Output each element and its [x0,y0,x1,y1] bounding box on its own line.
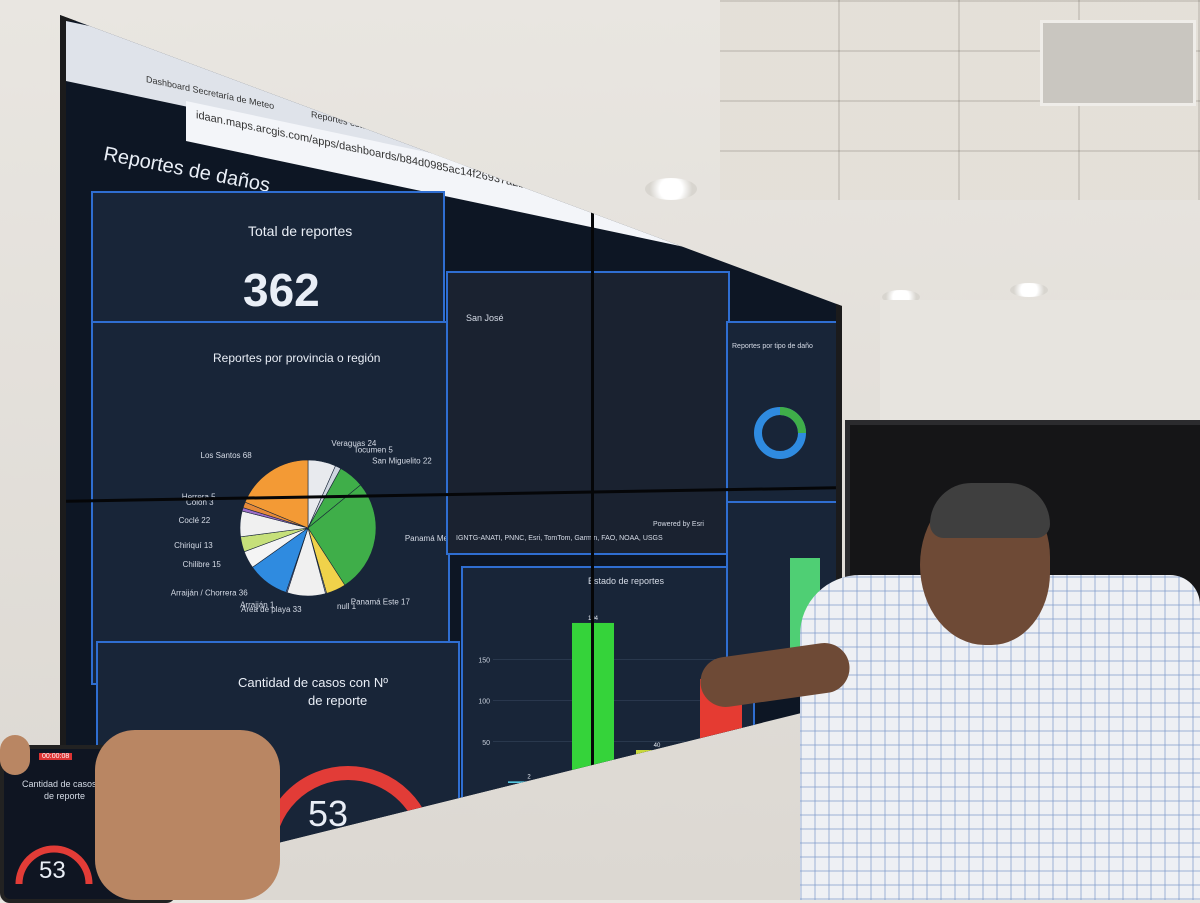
pie-label: Arraiján / Chorrera 36 [171,588,248,597]
y-tick-label: 100 [478,699,490,706]
ceiling-light [645,178,697,200]
gauge-title: Cantidad de casos con Nº [238,675,389,690]
province-title: Reportes por provincia o región [213,351,381,365]
gauge-value: 53 [308,793,349,834]
pie-label: Chiriquí 13 [174,541,213,550]
phone-timer: 00:00:08 [39,753,73,760]
status-bar[interactable] [636,750,678,783]
pie-label: Arraiján 1 [240,601,275,610]
type-panel: Reportes por tipo de daño [726,321,836,505]
air-vent [1040,20,1196,106]
phone-gauge-arc [15,845,93,885]
screen-bezel [591,21,594,891]
pie-label: Veraguas 24 [331,439,376,448]
x-category-label: Atendido [581,789,605,795]
phone-value: 53 [39,857,66,884]
hand [95,730,280,900]
pie-label: Coclé 22 [179,516,211,525]
pie-slice[interactable] [307,484,377,586]
map-label: San José [466,313,504,323]
gauge-title-line2: de reporte [308,693,368,708]
pie-label: Colón 3 [186,498,214,507]
type-donut-chart [754,407,806,459]
pie-label: San Miguelito 22 [372,456,432,465]
person-hair [930,483,1050,538]
province-panel: Reportes por provincia o región Veraguas… [91,321,450,685]
y-tick-label: 150 [478,657,490,664]
phone-title-line2: de reporte [44,791,86,801]
bar-value-label: 40 [654,743,661,749]
pie-label: Tocumen 5 [354,446,394,455]
map-powered: Powered by Esri [653,521,704,528]
pie-label: null 1 [337,602,357,611]
gauge-max: 362 [398,848,420,863]
pie-label: Panamá Este 17 [351,598,411,607]
hand [0,735,30,775]
pie-label: Chilibre 15 [183,560,222,569]
status-bar[interactable] [508,781,550,783]
x-category-label: null [524,789,533,795]
total-value: 362 [243,264,320,316]
pie-label: Los Santos 68 [201,451,253,460]
pie-label: Panamá Metro 97 [405,534,448,543]
taskbar-search[interactable]: Buscar [556,806,585,816]
total-label: Total de reportes [248,223,353,239]
map-attribution: IGNTG-ANATI, PNNC, Esri, TomTom, Garmin,… [456,535,663,542]
bar-value-label: 2 [527,774,531,780]
y-tick-label: 50 [482,740,490,747]
total-panel: Total de reportes 362 [91,191,445,345]
x-category-label: En revisión [642,789,672,795]
type-title: Reportes por tipo de daño [732,343,813,350]
status-title: Estado de reportes [588,576,665,586]
pie-label: Área de playa 33 [241,605,302,614]
browser-tab[interactable]: Reportes de daños [436,135,513,162]
map-panel: San José IGNTG-ANATI, PNNC, Esri, TomTom… [446,271,730,555]
ceiling-light [1010,283,1048,297]
phone-title: Cantidad de casos con Nº [22,779,126,789]
